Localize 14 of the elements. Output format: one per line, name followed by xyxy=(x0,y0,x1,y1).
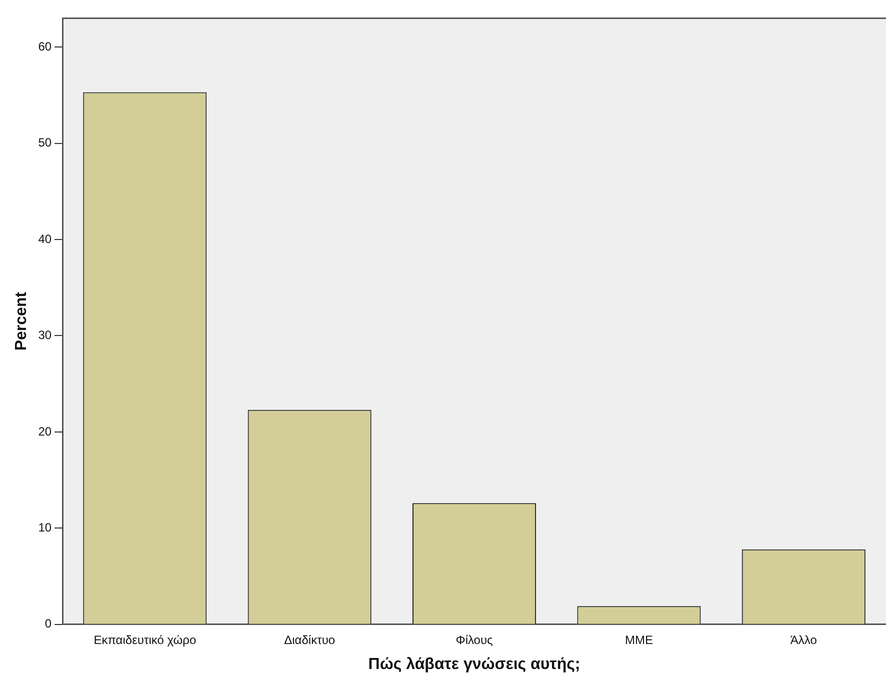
x-tick-label: Άλλο xyxy=(790,632,818,647)
y-tick-label: 40 xyxy=(38,232,52,246)
y-tick-label: 10 xyxy=(38,520,52,534)
y-tick-label: 0 xyxy=(44,616,52,631)
y-tick-label: 50 xyxy=(38,136,52,150)
y-tick-label: 30 xyxy=(38,328,52,342)
x-tick-label: ΜΜΕ xyxy=(624,632,653,647)
x-tick-label: Φίλους xyxy=(456,632,494,647)
x-tick-label: Διαδίκτυο xyxy=(284,632,336,647)
y-tick-label: 20 xyxy=(38,424,52,438)
x-tick-label: Εκπαιδευτικό χώρο xyxy=(94,632,196,647)
x-axis-title: Πώς λάβατε γνώσεις αυτής; xyxy=(368,656,580,673)
y-tick-label: 60 xyxy=(38,39,52,54)
y-axis-title: Percent xyxy=(13,291,30,351)
